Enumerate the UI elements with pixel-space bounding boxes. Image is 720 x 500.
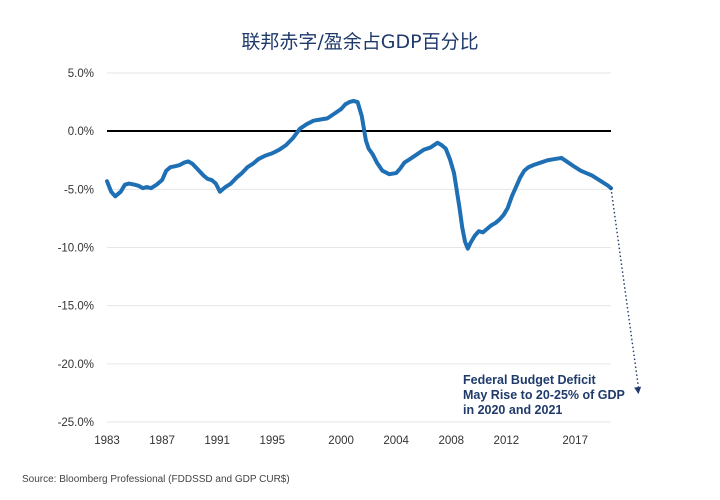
annotation-text: Federal Budget Deficit May Rise to 20-25…	[463, 373, 628, 417]
annotation-line-2: May Rise to 20-25% of GDP	[463, 388, 625, 402]
x-tick-label: 2008	[438, 435, 464, 447]
y-tick-label: -15.0%	[58, 301, 94, 313]
annotation-line-3: in 2020 and 2021	[463, 403, 562, 417]
x-tick-label: 1987	[149, 435, 175, 447]
chart-title: 联邦赤字/盈余占GDP百分比	[241, 31, 478, 53]
x-tick-label: 2000	[328, 435, 354, 447]
y-tick-label: -20.0%	[58, 359, 94, 371]
gridlines	[107, 72, 611, 423]
x-tick-label: 1991	[204, 435, 230, 447]
x-tick-label: 2017	[562, 435, 588, 447]
y-tick-label: 5.0%	[68, 68, 94, 80]
deficit-surplus-line	[105, 98, 613, 251]
y-axis-ticks: 5.0% 0.0% -5.0% -10.0% -15.0% -20.0% -25.0%	[58, 68, 94, 429]
projection-arrow	[610, 188, 640, 389]
y-tick-label: -25.0%	[58, 417, 94, 429]
y-tick-label: -10.0%	[58, 243, 94, 255]
x-axis-ticks: 1983 1987 1991 1995 2000 2004 2008 2012 2017	[94, 435, 588, 447]
projection-arrowhead	[634, 386, 642, 395]
y-tick-label: -5.0%	[64, 184, 94, 196]
source-note: Source: Bloomberg Professional (FDDSSD a…	[22, 474, 290, 485]
x-tick-label: 2012	[494, 435, 520, 447]
annotation-line-1: Federal Budget Deficit	[463, 373, 596, 387]
x-tick-label: 1983	[94, 435, 120, 447]
x-tick-label: 2004	[383, 435, 409, 447]
y-tick-label: 0.0%	[68, 126, 94, 138]
x-tick-label: 1995	[259, 435, 285, 447]
